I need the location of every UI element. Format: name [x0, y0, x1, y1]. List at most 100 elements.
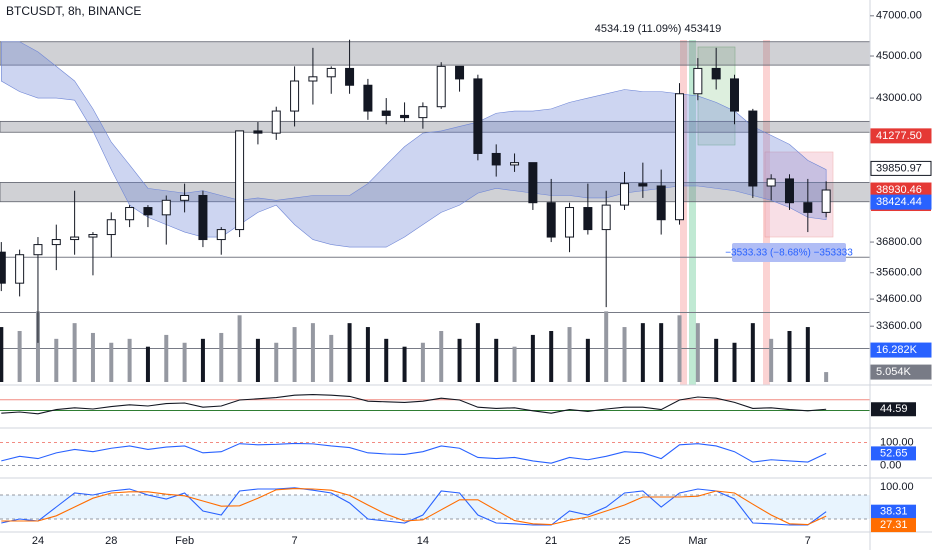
volume-bar [384, 338, 389, 382]
y-tick-label: 34600.00 [876, 293, 922, 305]
candle-body [235, 130, 245, 231]
candle-body [253, 130, 263, 134]
volume-bar [182, 342, 187, 382]
candle-body [15, 254, 25, 284]
osc-tag [871, 504, 916, 519]
volume-bar [439, 330, 444, 382]
osc-tag-label: 52.65 [880, 447, 908, 459]
osc-line [1, 488, 827, 526]
volume-bar [109, 342, 114, 382]
volume-bar [567, 327, 572, 382]
volume-bar [292, 327, 297, 382]
volume-bar [769, 338, 774, 382]
candle-body [748, 110, 758, 187]
candle-body [363, 84, 373, 112]
candle-body [491, 152, 501, 166]
candle-body [106, 219, 116, 236]
volume-bar [530, 334, 535, 382]
price-tag [870, 194, 932, 210]
candle-body [161, 199, 171, 216]
y-tick-label: 33600.00 [876, 320, 922, 332]
zone [0, 41, 871, 66]
volume-bar [0, 327, 4, 382]
volume-bar [365, 327, 370, 382]
osc-line [1, 394, 827, 415]
volume-bar [732, 342, 737, 382]
price-tag [870, 342, 932, 358]
candle-body [400, 114, 410, 119]
price-tag-label: 16.282K [876, 344, 918, 356]
candle-body [620, 183, 630, 206]
ichimoku-cloud [1, 41, 827, 248]
candle-body [143, 207, 153, 216]
candle-body [88, 234, 98, 238]
x-tick-label: 25 [618, 535, 630, 547]
volume-bar [219, 332, 224, 382]
volume-bar [805, 327, 810, 382]
y-tick-label: 100.00 [880, 481, 914, 493]
candle-body [766, 178, 776, 187]
candle-body [308, 76, 318, 82]
price-tag [870, 128, 932, 144]
volume-bar [17, 330, 22, 382]
osc-tag [871, 446, 916, 461]
volume-bar [494, 338, 499, 382]
candle-body [473, 78, 483, 154]
candle-body [803, 202, 813, 213]
volume-bar [255, 338, 260, 382]
volume-bar [585, 338, 590, 382]
candle-body [326, 67, 336, 78]
chart-title: BTCUSDT, 8h, BINANCE [6, 4, 141, 18]
candle-body [216, 229, 226, 241]
candle-body [0, 251, 6, 284]
osc-tag-label: 38.31 [880, 506, 908, 518]
volume-bar [604, 311, 609, 382]
volume-bar [549, 330, 554, 382]
volume-bar [622, 327, 627, 382]
y-tick-label: 47000.00 [876, 10, 922, 22]
volume-bar [750, 323, 755, 382]
candle-body [711, 67, 721, 80]
volume-bar [420, 342, 425, 382]
price-tag [870, 364, 932, 380]
candle-body [656, 185, 666, 221]
candle-body [51, 239, 61, 246]
candle-body [455, 65, 465, 80]
volume-bar [310, 323, 315, 382]
scale-labels: 47000.00 45000.00 43000.00 36800.00 35600.00… [870, 10, 932, 533]
candle-body [33, 244, 43, 256]
volume-bar [200, 338, 205, 382]
x-tick-label: 28 [105, 535, 117, 547]
candle-body [198, 195, 208, 241]
price-tag-label: 5.054K [876, 366, 912, 378]
y-tick-label: 36800.00 [876, 236, 922, 248]
candle-body [821, 189, 831, 213]
candle-body [675, 93, 685, 221]
candle-body [381, 110, 391, 116]
volume-bar [35, 311, 40, 382]
candle-body [510, 162, 520, 166]
highlight-green [689, 40, 696, 385]
y-tick-label: 35600.00 [876, 267, 922, 279]
candle-body [546, 202, 556, 238]
volume-bar [640, 323, 645, 382]
volume-bar [329, 334, 334, 382]
candle-body [730, 78, 739, 112]
candle-body [528, 162, 538, 204]
price-tag-label: 41277.50 [876, 130, 922, 142]
y-tick-label: 0.00 [880, 459, 901, 471]
y-tick-label: 100.00 [880, 436, 914, 448]
volume-bar [475, 323, 480, 382]
annotation: −3533.33 (−8.68%) −353333 [725, 248, 853, 259]
volume-bar [54, 338, 59, 382]
candle-body [271, 110, 281, 134]
candle-body [436, 65, 446, 108]
volume-bar [237, 315, 242, 382]
osc-tag-label: 44.59 [880, 403, 908, 415]
volume-bar [72, 323, 77, 382]
volume-bar [347, 323, 352, 382]
volume-bar [787, 330, 792, 382]
candle-body [565, 207, 575, 238]
x-tick-label: Mar [688, 535, 707, 547]
